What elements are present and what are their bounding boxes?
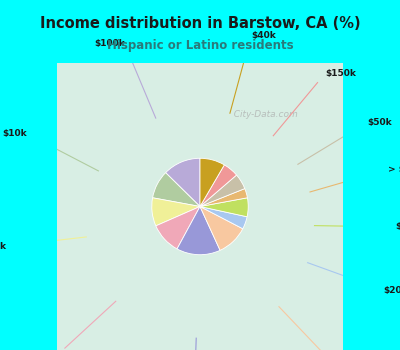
Wedge shape: [166, 158, 200, 206]
Text: $60k: $60k: [395, 223, 400, 231]
Text: $50k: $50k: [367, 118, 392, 127]
Text: $200k: $200k: [384, 286, 400, 295]
Text: $100k: $100k: [94, 39, 124, 48]
Wedge shape: [200, 189, 248, 206]
Wedge shape: [200, 206, 247, 229]
Bar: [56, 63, 344, 350]
Text: $150k: $150k: [325, 69, 356, 78]
Text: > $200k: > $200k: [388, 165, 400, 174]
Text: Income distribution in Barstow, CA (%): Income distribution in Barstow, CA (%): [40, 16, 360, 31]
Text: $10k: $10k: [2, 129, 27, 138]
Wedge shape: [177, 206, 220, 255]
Wedge shape: [152, 173, 200, 206]
Wedge shape: [200, 175, 245, 206]
Text: $125k: $125k: [0, 242, 6, 251]
Text: City-Data.com: City-Data.com: [228, 110, 298, 119]
Wedge shape: [200, 165, 236, 206]
Text: $40k: $40k: [251, 31, 276, 40]
Wedge shape: [200, 198, 248, 217]
Wedge shape: [156, 206, 200, 249]
Wedge shape: [200, 158, 224, 206]
Wedge shape: [200, 206, 243, 250]
Wedge shape: [152, 198, 200, 226]
Text: Hispanic or Latino residents: Hispanic or Latino residents: [107, 38, 293, 51]
